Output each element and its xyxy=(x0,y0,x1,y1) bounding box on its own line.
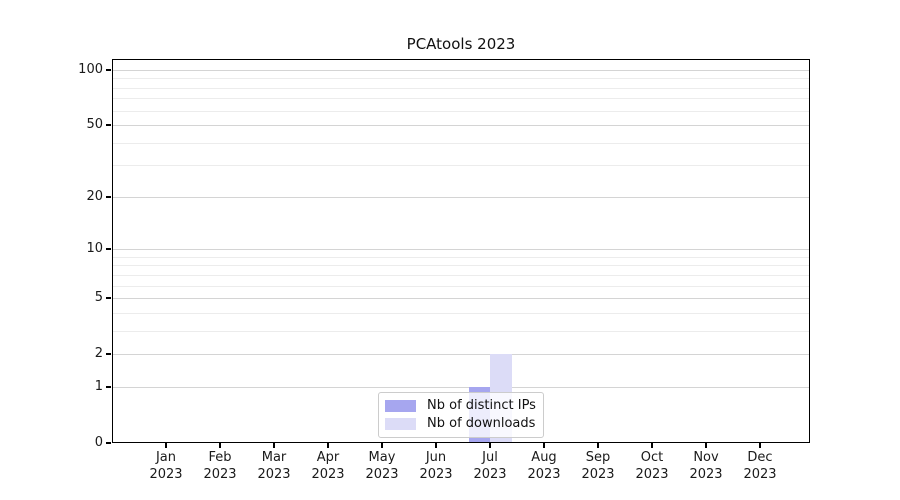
x-tick-jun xyxy=(435,443,437,448)
x-tick-feb xyxy=(219,443,221,448)
y-gridline-minor-90 xyxy=(112,78,810,80)
legend-swatch-distinct-ips xyxy=(385,400,416,412)
x-tick-label-aug-2023: Aug 2023 xyxy=(527,450,561,482)
legend-label-distinct-ips: Nb of distinct IPs xyxy=(427,398,536,413)
chart-title: PCAtools 2023 xyxy=(406,35,516,53)
y-tick-10 xyxy=(106,248,111,250)
legend-item-downloads: Nb of downloads xyxy=(385,416,537,432)
y-gridline-minor-60 xyxy=(112,110,810,112)
y-tick-0 xyxy=(106,442,111,444)
x-tick-label-feb-2023: Feb 2023 xyxy=(203,450,237,482)
y-gridline-major-50 xyxy=(112,125,810,127)
y-tick-label-2: 2 xyxy=(94,346,103,362)
y-gridline-major-10 xyxy=(112,249,810,251)
y-gridline-minor-4 xyxy=(112,312,810,314)
y-gridline-minor-40 xyxy=(112,142,810,144)
x-tick-label-oct-2023: Oct 2023 xyxy=(635,450,669,482)
y-gridline-minor-30 xyxy=(112,165,810,167)
y-tick-label-5: 5 xyxy=(94,290,103,306)
y-gridline-major-20 xyxy=(112,196,810,198)
y-gridline-minor-80 xyxy=(112,87,810,89)
x-tick-jan xyxy=(165,443,167,448)
y-tick-5 xyxy=(106,297,111,299)
x-tick-dec xyxy=(759,443,761,448)
x-tick-aug xyxy=(543,443,545,448)
y-gridline-minor-9 xyxy=(112,256,810,258)
y-tick-2 xyxy=(106,353,111,355)
y-gridline-minor-3 xyxy=(112,330,810,332)
y-gridline-major-5 xyxy=(112,298,810,300)
legend-label-downloads: Nb of downloads xyxy=(427,416,536,431)
y-tick-label-1: 1 xyxy=(94,378,103,394)
x-tick-label-nov-2023: Nov 2023 xyxy=(689,450,723,482)
y-gridline-minor-7 xyxy=(112,274,810,276)
x-tick-jul xyxy=(489,443,491,448)
x-tick-apr xyxy=(327,443,329,448)
plot-area xyxy=(112,59,810,443)
y-tick-label-0: 0 xyxy=(94,435,103,450)
x-tick-label-jul-2023: Jul 2023 xyxy=(473,450,507,482)
x-tick-label-sep-2023: Sep 2023 xyxy=(581,450,615,482)
y-tick-label-20: 20 xyxy=(86,188,103,204)
y-gridline-minor-70 xyxy=(112,98,810,100)
y-tick-1 xyxy=(106,386,111,388)
y-gridline-major-100 xyxy=(112,70,810,71)
x-tick-nov xyxy=(705,443,707,448)
x-tick-label-may-2023: May 2023 xyxy=(365,450,399,482)
y-tick-label-50: 50 xyxy=(86,117,103,133)
legend-item-distinct-ips: Nb of distinct IPs xyxy=(385,398,537,414)
legend-swatch-downloads xyxy=(385,418,416,430)
x-tick-label-apr-2023: Apr 2023 xyxy=(311,450,345,482)
legend: Nb of distinct IPs Nb of downloads xyxy=(378,392,544,438)
y-tick-label-100: 100 xyxy=(78,62,103,77)
y-gridline-major-1 xyxy=(112,386,810,388)
y-tick-label-10: 10 xyxy=(86,241,103,257)
y-gridline-minor-8 xyxy=(112,265,810,267)
y-gridline-minor-6 xyxy=(112,285,810,287)
y-gridline-major-2 xyxy=(112,354,810,356)
y-tick-100 xyxy=(106,69,111,71)
x-tick-oct xyxy=(651,443,653,448)
x-tick-label-jun-2023: Jun 2023 xyxy=(419,450,453,482)
x-tick-may xyxy=(381,443,383,448)
x-tick-label-mar-2023: Mar 2023 xyxy=(257,450,291,482)
x-tick-mar xyxy=(273,443,275,448)
x-tick-label-jan-2023: Jan 2023 xyxy=(149,450,183,482)
y-tick-50 xyxy=(106,124,111,126)
x-tick-sep xyxy=(597,443,599,448)
y-tick-20 xyxy=(106,196,111,198)
x-tick-label-dec-2023: Dec 2023 xyxy=(743,450,777,482)
